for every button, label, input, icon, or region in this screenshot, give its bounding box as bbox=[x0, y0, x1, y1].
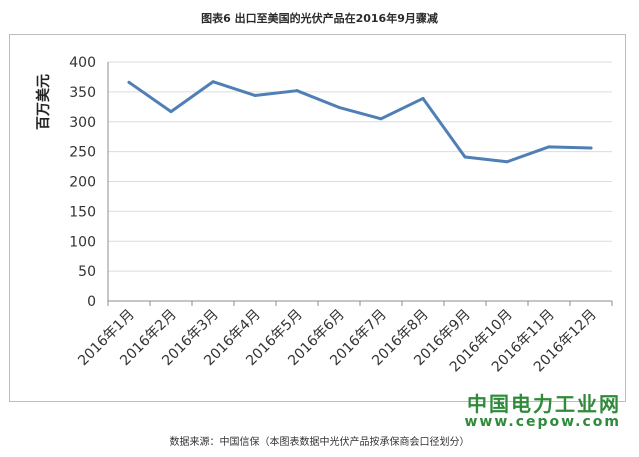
data-point bbox=[421, 96, 425, 100]
data-point bbox=[379, 117, 383, 121]
y-tick-label: 200 bbox=[69, 175, 96, 191]
chart-title: 图表6 出口至美国的光伏产品在2016年9月骤减 bbox=[201, 12, 438, 25]
source-note: 数据来源：中国信保（本图表数据中光伏产品按承保商会口径划分） bbox=[169, 437, 470, 448]
y-tick-label: 50 bbox=[78, 264, 96, 280]
y-tick-label: 300 bbox=[69, 115, 96, 131]
data-point bbox=[295, 89, 299, 93]
data-point bbox=[589, 146, 593, 150]
chart-frame bbox=[9, 34, 626, 402]
data-point bbox=[127, 80, 131, 84]
data-point bbox=[211, 80, 215, 84]
data-point bbox=[463, 155, 467, 159]
series-polyline bbox=[127, 80, 593, 164]
y-tick-label: 350 bbox=[69, 85, 96, 101]
gridlines bbox=[107, 61, 612, 302]
data-point bbox=[505, 160, 509, 164]
data-point bbox=[169, 110, 173, 114]
watermark-name: 中国电力工业网 bbox=[467, 392, 621, 416]
watermark-url: www.cepow.com bbox=[464, 414, 621, 430]
data-point bbox=[547, 145, 551, 149]
series-line bbox=[127, 80, 593, 164]
y-tick-label: 0 bbox=[87, 294, 96, 310]
y-axis-label: 百万美元 bbox=[35, 74, 52, 130]
data-point bbox=[253, 93, 257, 97]
x-axis: 2016年1月2016年2月2016年3月2016年4月2016年5月2016年… bbox=[75, 301, 613, 375]
y-tick-label: 100 bbox=[69, 234, 96, 250]
y-axis: 0 50 100 150 200 250 300 350 400 bbox=[69, 55, 96, 310]
data-point bbox=[337, 105, 341, 109]
y-tick-label: 250 bbox=[69, 145, 96, 161]
y-tick-label: 150 bbox=[69, 204, 96, 220]
y-tick-label: 400 bbox=[69, 55, 96, 71]
